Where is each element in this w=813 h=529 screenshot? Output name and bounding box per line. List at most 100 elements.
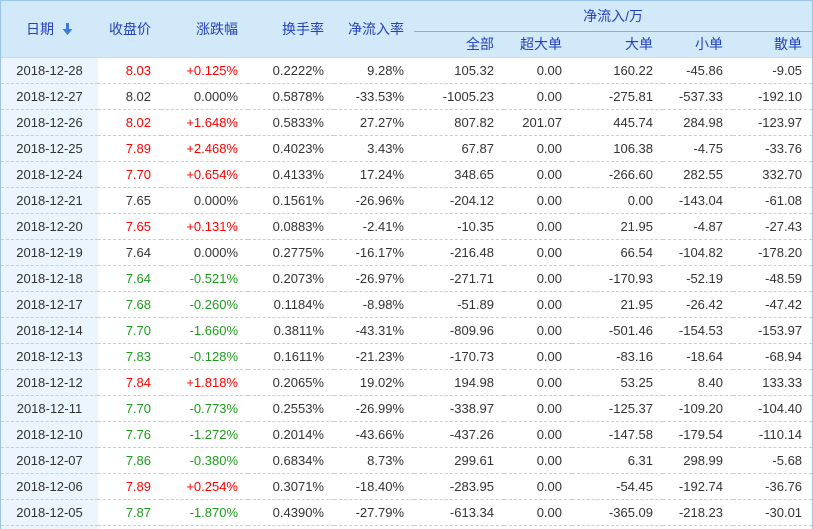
inflow-rate-cell: -26.97% bbox=[334, 265, 414, 292]
inflow-small-cell: -143.04 bbox=[663, 187, 733, 214]
close-price-cell: 8.03 bbox=[98, 57, 161, 84]
turnover-rate-cell: 0.0883% bbox=[248, 213, 334, 240]
inflow-super-large-cell: 0.00 bbox=[504, 447, 572, 474]
change-percent-cell: -0.260% bbox=[161, 291, 248, 318]
column-header-inflow-rate: 净流入率 bbox=[334, 1, 414, 58]
close-price-cell: 7.89 bbox=[98, 135, 161, 162]
inflow-all-cell: 807.82 bbox=[414, 109, 504, 136]
inflow-large-cell: -54.45 bbox=[572, 473, 663, 500]
column-header-close: 收盘价 bbox=[98, 1, 161, 58]
table-row: 2018-12-28 8.03 +0.125% 0.2222% 9.28% 10… bbox=[1, 57, 812, 84]
table-row: 2018-12-11 7.70 -0.773% 0.2553% -26.99% … bbox=[1, 395, 812, 422]
inflow-all-cell: -1005.23 bbox=[414, 83, 504, 110]
inflow-small-cell: 298.99 bbox=[663, 447, 733, 474]
column-header-small: 小单 bbox=[663, 31, 733, 58]
column-header-date[interactable]: 日期 bbox=[1, 1, 98, 58]
change-percent-cell: -0.380% bbox=[161, 447, 248, 474]
inflow-large-cell: 66.54 bbox=[572, 239, 663, 266]
inflow-scattered-cell: -123.97 bbox=[733, 109, 812, 136]
table-header: 日期 收盘价 涨跌幅 换手率 净流入率 净流入/万 全部 超大单 大单 小单 散… bbox=[1, 1, 812, 58]
date-cell: 2018-12-25 bbox=[1, 135, 98, 162]
inflow-large-cell: 21.95 bbox=[572, 213, 663, 240]
date-cell: 2018-12-28 bbox=[1, 57, 98, 84]
inflow-all-cell: 299.61 bbox=[414, 447, 504, 474]
inflow-all-cell: -51.89 bbox=[414, 291, 504, 318]
inflow-rate-cell: -33.53% bbox=[334, 83, 414, 110]
table-row: 2018-12-21 7.65 0.000% 0.1561% -26.96% -… bbox=[1, 187, 812, 214]
inflow-rate-cell: -26.96% bbox=[334, 187, 414, 214]
date-cell: 2018-12-11 bbox=[1, 395, 98, 422]
inflow-small-cell: -537.33 bbox=[663, 83, 733, 110]
inflow-all-cell: -204.12 bbox=[414, 187, 504, 214]
turnover-rate-cell: 0.2014% bbox=[248, 421, 334, 448]
inflow-rate-cell: -27.79% bbox=[334, 499, 414, 526]
date-cell: 2018-12-10 bbox=[1, 421, 98, 448]
inflow-small-cell: -109.20 bbox=[663, 395, 733, 422]
inflow-rate-cell: 3.43% bbox=[334, 135, 414, 162]
column-header-scattered: 散单 bbox=[733, 31, 812, 58]
column-header-change: 涨跌幅 bbox=[161, 1, 248, 58]
change-percent-cell: 0.000% bbox=[161, 239, 248, 266]
change-percent-cell: -1.272% bbox=[161, 421, 248, 448]
inflow-super-large-cell: 0.00 bbox=[504, 135, 572, 162]
inflow-super-large-cell: 0.00 bbox=[504, 421, 572, 448]
inflow-small-cell: -179.54 bbox=[663, 421, 733, 448]
inflow-scattered-cell: 332.70 bbox=[733, 161, 812, 188]
inflow-super-large-cell: 0.00 bbox=[504, 83, 572, 110]
turnover-rate-cell: 0.1611% bbox=[248, 343, 334, 370]
inflow-scattered-cell: 133.33 bbox=[733, 369, 812, 396]
inflow-small-cell: -4.87 bbox=[663, 213, 733, 240]
inflow-all-cell: -170.73 bbox=[414, 343, 504, 370]
inflow-small-cell: -52.19 bbox=[663, 265, 733, 292]
inflow-super-large-cell: 0.00 bbox=[504, 187, 572, 214]
close-price-cell: 7.70 bbox=[98, 161, 161, 188]
inflow-small-cell: -18.64 bbox=[663, 343, 733, 370]
close-price-cell: 8.02 bbox=[98, 109, 161, 136]
date-cell: 2018-12-27 bbox=[1, 83, 98, 110]
inflow-rate-cell: -43.31% bbox=[334, 317, 414, 344]
inflow-large-cell: 6.31 bbox=[572, 447, 663, 474]
column-header-super-large: 超大单 bbox=[504, 31, 572, 58]
inflow-large-cell: -266.60 bbox=[572, 161, 663, 188]
inflow-rate-cell: 9.28% bbox=[334, 57, 414, 84]
inflow-large-cell: 445.74 bbox=[572, 109, 663, 136]
inflow-scattered-cell: -27.43 bbox=[733, 213, 812, 240]
close-price-cell: 7.68 bbox=[98, 291, 161, 318]
date-cell: 2018-12-20 bbox=[1, 213, 98, 240]
inflow-large-cell: -275.81 bbox=[572, 83, 663, 110]
change-percent-cell: 0.000% bbox=[161, 187, 248, 214]
date-cell: 2018-12-12 bbox=[1, 369, 98, 396]
inflow-all-cell: -809.96 bbox=[414, 317, 504, 344]
inflow-scattered-cell: -30.01 bbox=[733, 499, 812, 526]
inflow-small-cell: -4.75 bbox=[663, 135, 733, 162]
date-cell: 2018-12-14 bbox=[1, 317, 98, 344]
table-row: 2018-12-07 7.86 -0.380% 0.6834% 8.73% 29… bbox=[1, 447, 812, 474]
inflow-all-cell: -338.97 bbox=[414, 395, 504, 422]
inflow-small-cell: -26.42 bbox=[663, 291, 733, 318]
table-row-partial bbox=[1, 525, 812, 529]
inflow-large-cell: 0.00 bbox=[572, 187, 663, 214]
table-filler bbox=[1, 525, 812, 529]
date-cell: 2018-12-05 bbox=[1, 499, 98, 526]
date-cell: 2018-12-24 bbox=[1, 161, 98, 188]
turnover-rate-cell: 0.1184% bbox=[248, 291, 334, 318]
table-row: 2018-12-14 7.70 -1.660% 0.3811% -43.31% … bbox=[1, 317, 812, 344]
inflow-rate-cell: -26.99% bbox=[334, 395, 414, 422]
table-row: 2018-12-05 7.87 -1.870% 0.4390% -27.79% … bbox=[1, 499, 812, 526]
inflow-super-large-cell: 0.00 bbox=[504, 395, 572, 422]
inflow-super-large-cell: 0.00 bbox=[504, 57, 572, 84]
change-percent-cell: +0.254% bbox=[161, 473, 248, 500]
column-group-header-net-inflow: 净流入/万 bbox=[414, 1, 812, 32]
date-cell: 2018-12-13 bbox=[1, 343, 98, 370]
inflow-all-cell: -10.35 bbox=[414, 213, 504, 240]
inflow-super-large-cell: 0.00 bbox=[504, 499, 572, 526]
table-row: 2018-12-13 7.83 -0.128% 0.1611% -21.23% … bbox=[1, 343, 812, 370]
inflow-scattered-cell: -5.68 bbox=[733, 447, 812, 474]
change-percent-cell: -0.521% bbox=[161, 265, 248, 292]
close-price-cell: 7.76 bbox=[98, 421, 161, 448]
table-row: 2018-12-25 7.89 +2.468% 0.4023% 3.43% 67… bbox=[1, 135, 812, 162]
close-price-cell: 8.02 bbox=[98, 83, 161, 110]
inflow-large-cell: 53.25 bbox=[572, 369, 663, 396]
inflow-scattered-cell: -153.97 bbox=[733, 317, 812, 344]
